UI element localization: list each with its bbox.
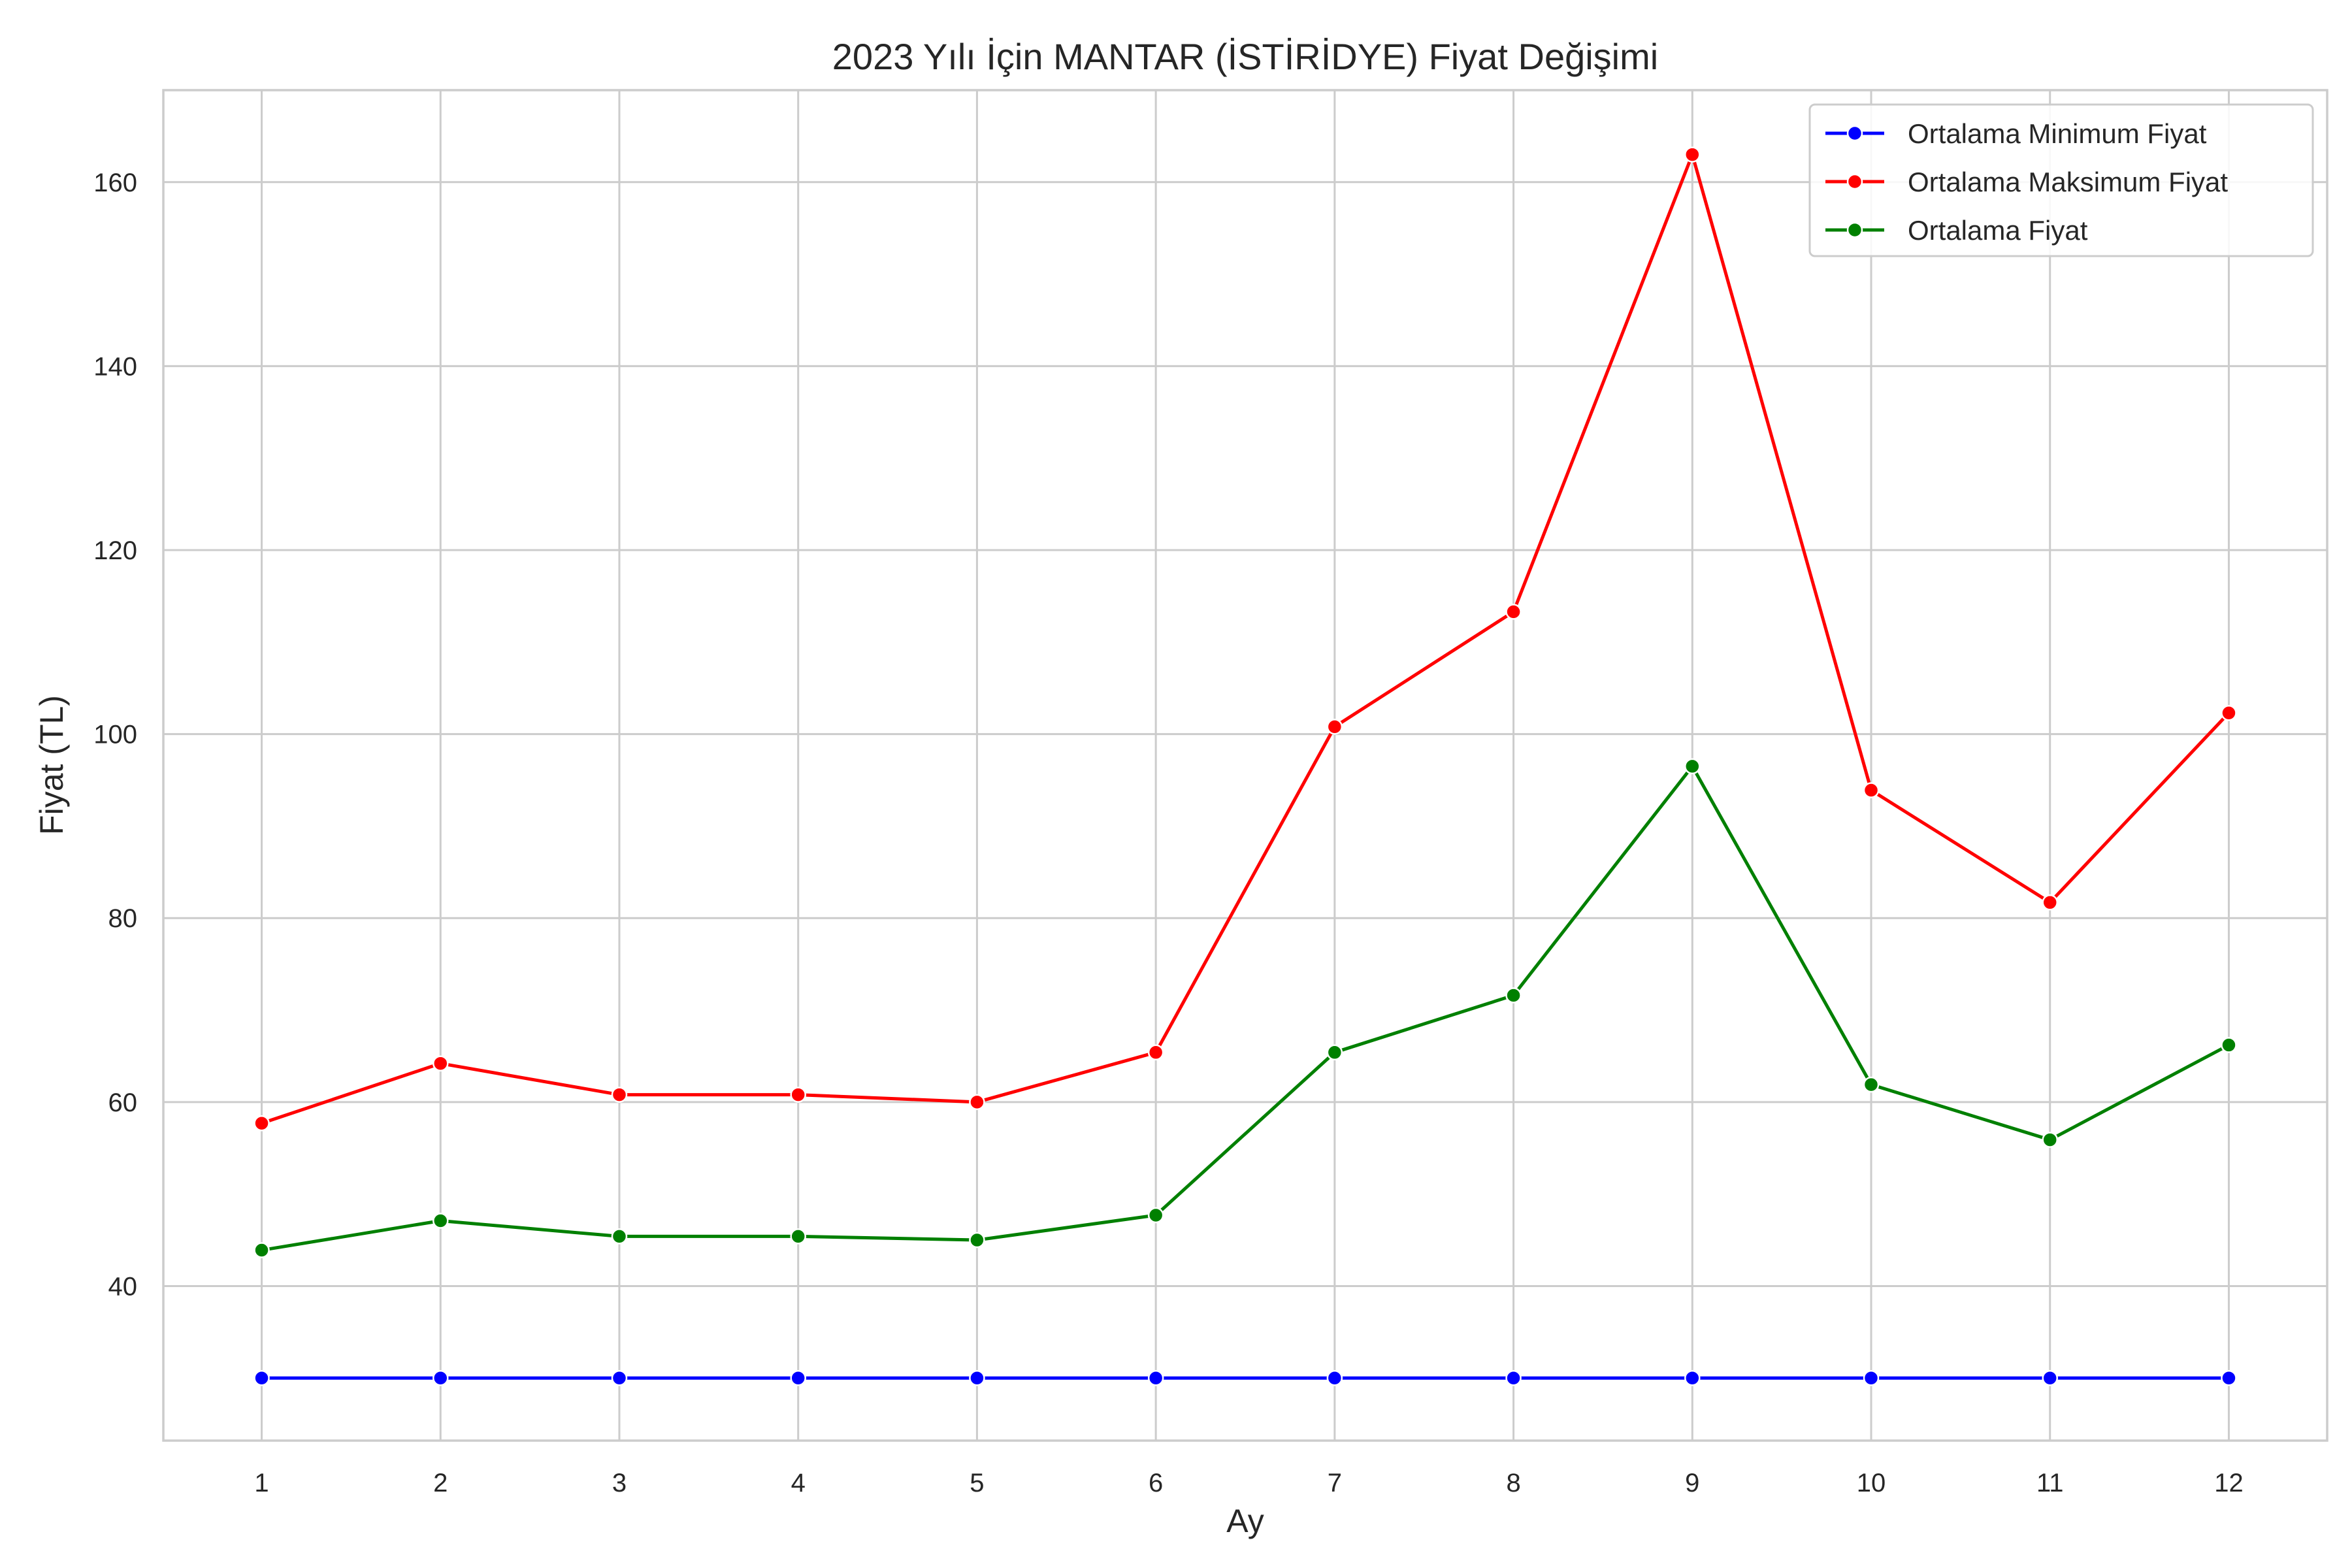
data-point [253,1370,270,1386]
series-group [253,146,2237,1386]
x-tick-label: 3 [612,1469,627,1497]
data-point [1684,1370,1701,1386]
legend-item: Ortalama Fiyat [1825,215,2088,246]
data-point [433,1055,449,1071]
y-tick-label: 100 [93,721,137,749]
data-point [1863,782,1880,798]
data-point [611,1228,628,1245]
series-line [261,153,2230,1125]
data-point [2221,1037,2237,1053]
data-point [790,1086,806,1103]
y-tick-label: 80 [108,904,138,933]
data-point [1505,1370,1522,1386]
data-point [2221,1370,2237,1386]
y-axis-label: Fiyat (TL) [33,695,70,835]
data-point [433,1213,449,1229]
x-tick-label: 2 [433,1469,448,1497]
data-point [1684,146,1701,163]
y-tick-label: 60 [108,1088,138,1117]
series-line [261,764,2230,1252]
x-tick-label: 1 [254,1469,269,1497]
data-point [2042,894,2058,911]
data-point [790,1370,806,1386]
x-tick-labels: 1 2 3 4 5 6 7 8 9 10 11 12 [254,1469,2243,1497]
x-tick-label: 4 [791,1469,806,1497]
data-point [1326,719,1343,735]
x-axis-label: Ay [1226,1503,1264,1539]
data-point [1684,758,1701,775]
y-tick-label: 40 [108,1272,138,1301]
legend-label: Ortalama Maksimum Fiyat [1908,167,2228,197]
chart-title: 2023 Yılı İçin MANTAR (İSTİRİDYE) Fiyat … [832,36,1658,77]
data-point [969,1232,985,1249]
legend-label: Ortalama Fiyat [1908,215,2088,246]
legend-label: Ortalama Minimum Fiyat [1908,118,2207,149]
data-point [2042,1132,2058,1148]
data-point [969,1370,985,1386]
data-point [433,1370,449,1386]
y-tick-label: 140 [93,352,137,381]
data-point [611,1086,628,1103]
y-tick-labels: 40 60 80 100 120 140 160 [93,169,137,1301]
x-tick-label: 9 [1685,1469,1699,1497]
x-tick-label: 12 [2214,1469,2244,1497]
data-point [1505,604,1522,620]
y-tick-label: 160 [93,169,137,197]
legend: Ortalama Minimum Fiyat Ortalama Maksimum … [1808,103,2314,257]
legend-swatch-marker [1846,221,1863,238]
data-point [253,1115,270,1132]
data-point [1147,1207,1164,1224]
data-point [2221,704,2237,721]
data-point [790,1228,806,1245]
x-tick-label: 7 [1328,1469,1342,1497]
legend-box [1808,103,2314,257]
plot-frame [162,89,2328,1442]
x-tick-label: 5 [970,1469,984,1497]
series-2 [253,146,2237,1132]
legend-swatch-marker [1846,125,1863,142]
series-3 [253,758,2237,1258]
data-point [253,1242,270,1258]
data-point [1147,1370,1164,1386]
series-1 [253,1370,2237,1386]
data-point [1863,1076,1880,1093]
data-point [1326,1370,1343,1386]
x-tick-label: 8 [1506,1469,1520,1497]
data-point [2042,1370,2058,1386]
data-point [611,1370,628,1386]
data-point [969,1094,985,1111]
x-tick-label: 11 [2036,1469,2064,1497]
data-point [1326,1044,1343,1061]
legend-item: Ortalama Minimum Fiyat [1825,118,2207,149]
x-tick-label: 6 [1149,1469,1163,1497]
data-point [1863,1370,1880,1386]
y-tick-label: 120 [93,536,137,565]
x-tick-label: 10 [1857,1469,1886,1497]
data-point [1505,987,1522,1004]
data-point [1147,1044,1164,1061]
legend-item: Ortalama Maksimum Fiyat [1825,167,2228,197]
legend-swatch-marker [1846,173,1863,190]
